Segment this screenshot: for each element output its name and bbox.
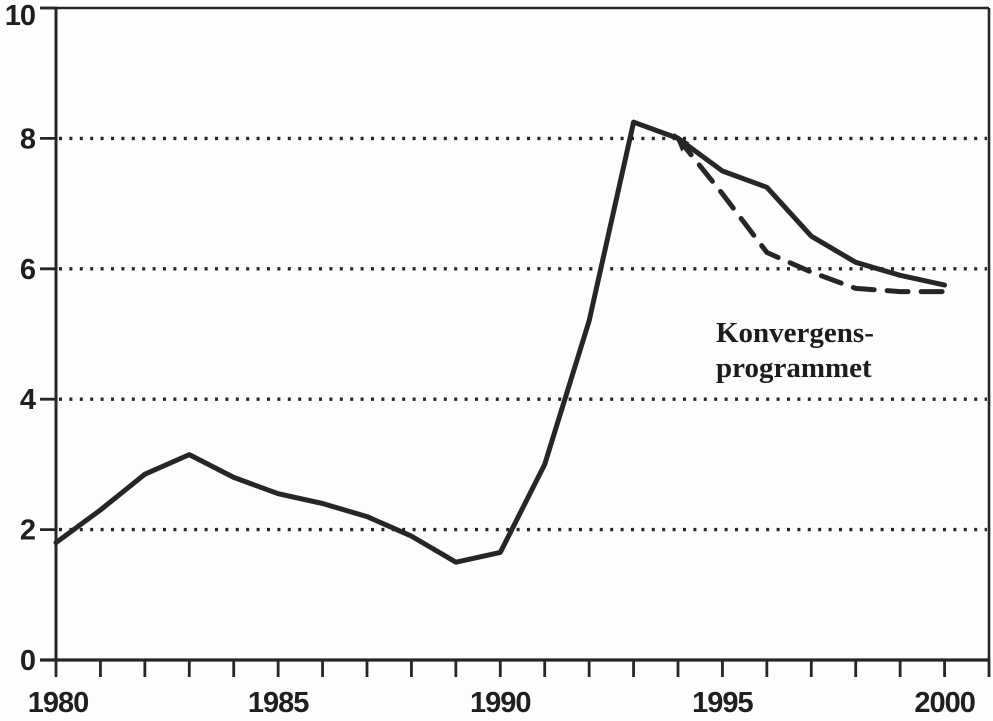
y-tick-label: 2 (20, 515, 35, 547)
x-tick-label: 1985 (248, 687, 309, 719)
x-tick-label: 2000 (914, 687, 975, 719)
y-tick-label: 6 (20, 254, 36, 286)
x-tick-label: 1980 (28, 687, 89, 719)
y-tick-label: 4 (20, 384, 36, 416)
dashed-start-arrowhead-icon (673, 132, 690, 152)
annotation-line-2: programmet (716, 352, 872, 384)
konvergensprogrammet-line (675, 135, 948, 295)
y-tick-label: 10 (5, 0, 35, 32)
annotation-line-1: Konvergens- (716, 317, 874, 349)
x-tick-label: 1990 (470, 687, 531, 719)
annotation-konvergensprogrammet: Konvergens- programmet (716, 316, 874, 386)
historical-outcome-line (53, 119, 948, 565)
x-tick-label: 1995 (692, 687, 753, 719)
y-tick-label: 0 (20, 645, 35, 677)
y-tick-label: 8 (20, 123, 36, 155)
